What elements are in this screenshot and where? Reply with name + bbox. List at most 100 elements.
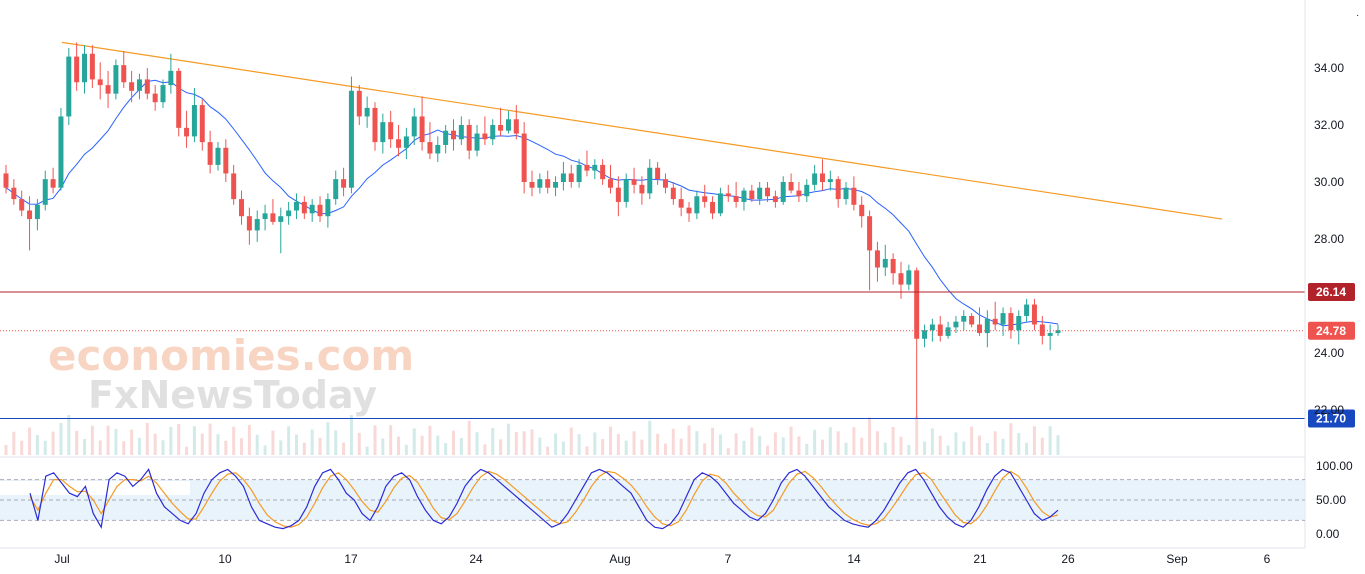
candle-down — [144, 79, 150, 94]
price-tick-label: 28.00 — [1314, 232, 1344, 246]
volume-bar — [656, 433, 660, 455]
price-tick-label: 34.00 — [1314, 61, 1344, 75]
price-axis[interactable]: 34.00 32.00 30.00 28.00 24.00 22.00 — [1314, 61, 1344, 417]
candle-down — [639, 184, 645, 194]
volume-bar — [483, 444, 487, 455]
candle-down — [725, 193, 731, 197]
volume-bar — [585, 446, 589, 455]
volume-bar — [491, 428, 495, 455]
volume-bar — [1001, 438, 1005, 455]
volume-bar — [907, 445, 911, 455]
volume-bar — [137, 437, 141, 455]
volume-bar — [640, 439, 644, 455]
candle-up — [929, 324, 935, 331]
price-tick-label: 32.00 — [1314, 118, 1344, 132]
candle-up — [254, 219, 260, 231]
candle-up — [34, 204, 40, 220]
stochastic-k-line — [29, 468, 1059, 530]
candle-down — [733, 196, 739, 202]
volume-bar — [310, 429, 314, 455]
candle-up — [82, 53, 88, 83]
menu-dot-icon[interactable]: · — [1356, 10, 1359, 21]
price-badge: 24.78 — [1308, 321, 1355, 340]
volume-bar — [114, 429, 118, 455]
candle-down — [529, 182, 535, 188]
stochastic-axis: 100.00 50.00 0.00 — [1316, 459, 1353, 541]
volume-bar — [703, 443, 707, 455]
candle-down — [74, 56, 80, 83]
volume-bar — [75, 430, 79, 455]
volume-bar — [499, 439, 503, 455]
volume-bar — [970, 426, 974, 455]
volume-bar — [475, 432, 479, 455]
candle-down — [867, 216, 873, 251]
volume-bar — [59, 423, 63, 455]
candle-down — [207, 142, 213, 165]
candle-down — [1031, 304, 1037, 325]
candle-down — [450, 130, 456, 140]
volume-bar — [467, 420, 471, 455]
candle-down — [670, 187, 676, 200]
candle-up — [58, 116, 64, 188]
candle-down — [851, 187, 857, 205]
candle-down — [631, 179, 637, 185]
volume-bar — [130, 429, 134, 455]
candle-down — [27, 210, 33, 220]
volume-bar — [695, 431, 699, 455]
candle-down — [105, 85, 111, 94]
candle-down — [50, 179, 56, 188]
candle-down — [545, 179, 551, 188]
volume-bar — [624, 440, 628, 455]
candle-down — [246, 216, 252, 231]
volume-bar — [404, 444, 408, 455]
time-tick-label: Jul — [54, 552, 69, 566]
volume-bar — [514, 432, 518, 455]
candle-up — [348, 90, 354, 188]
volume-bar — [1017, 433, 1021, 455]
candle-up — [647, 167, 653, 194]
volume-bar — [35, 435, 39, 455]
candle-down — [1008, 313, 1014, 331]
candle-down — [231, 173, 237, 200]
volume-bar — [577, 434, 581, 455]
volume-bar — [436, 435, 440, 455]
candle-down — [898, 273, 904, 285]
candle-down — [270, 213, 276, 222]
horizontal-levels[interactable]: 26.14 24.78 21.70 — [0, 283, 1355, 428]
candle-down — [584, 164, 590, 171]
candle-up — [403, 136, 409, 148]
candle-down — [129, 82, 135, 91]
candle-up — [309, 204, 315, 214]
volume-bar — [224, 440, 228, 455]
candle-up — [1047, 333, 1053, 336]
candle-up — [906, 270, 912, 285]
candle-down — [568, 173, 574, 182]
volume-bar — [342, 442, 346, 455]
volume-bar — [554, 433, 558, 455]
volume-bar — [1048, 426, 1052, 455]
time-axis[interactable]: Jul 10 17 24 Aug 7 14 21 26 Sep 6 — [54, 552, 1270, 566]
volume-bar — [373, 425, 377, 455]
candle-down — [466, 125, 472, 151]
trendline[interactable] — [61, 41, 1223, 220]
candle-up — [66, 56, 72, 117]
volume-bar — [106, 425, 110, 455]
time-tick-label: 24 — [469, 552, 483, 566]
candle-up — [553, 182, 559, 188]
candle-up — [490, 125, 496, 140]
volume-bar — [263, 445, 267, 455]
volume-bar — [153, 433, 157, 455]
candle-down — [223, 147, 229, 174]
time-tick-label: 26 — [1061, 552, 1075, 566]
watermark-sub: FxNewsToday — [88, 373, 377, 417]
candle-up — [741, 190, 747, 202]
candle-down — [662, 179, 668, 188]
candle-up — [537, 179, 543, 188]
volume-bar — [993, 431, 997, 455]
candle-up — [1000, 313, 1006, 325]
candle-up — [113, 65, 119, 94]
candle-down — [427, 142, 433, 154]
candle-down — [615, 187, 621, 202]
watermark-brand: economies.com — [48, 331, 414, 380]
